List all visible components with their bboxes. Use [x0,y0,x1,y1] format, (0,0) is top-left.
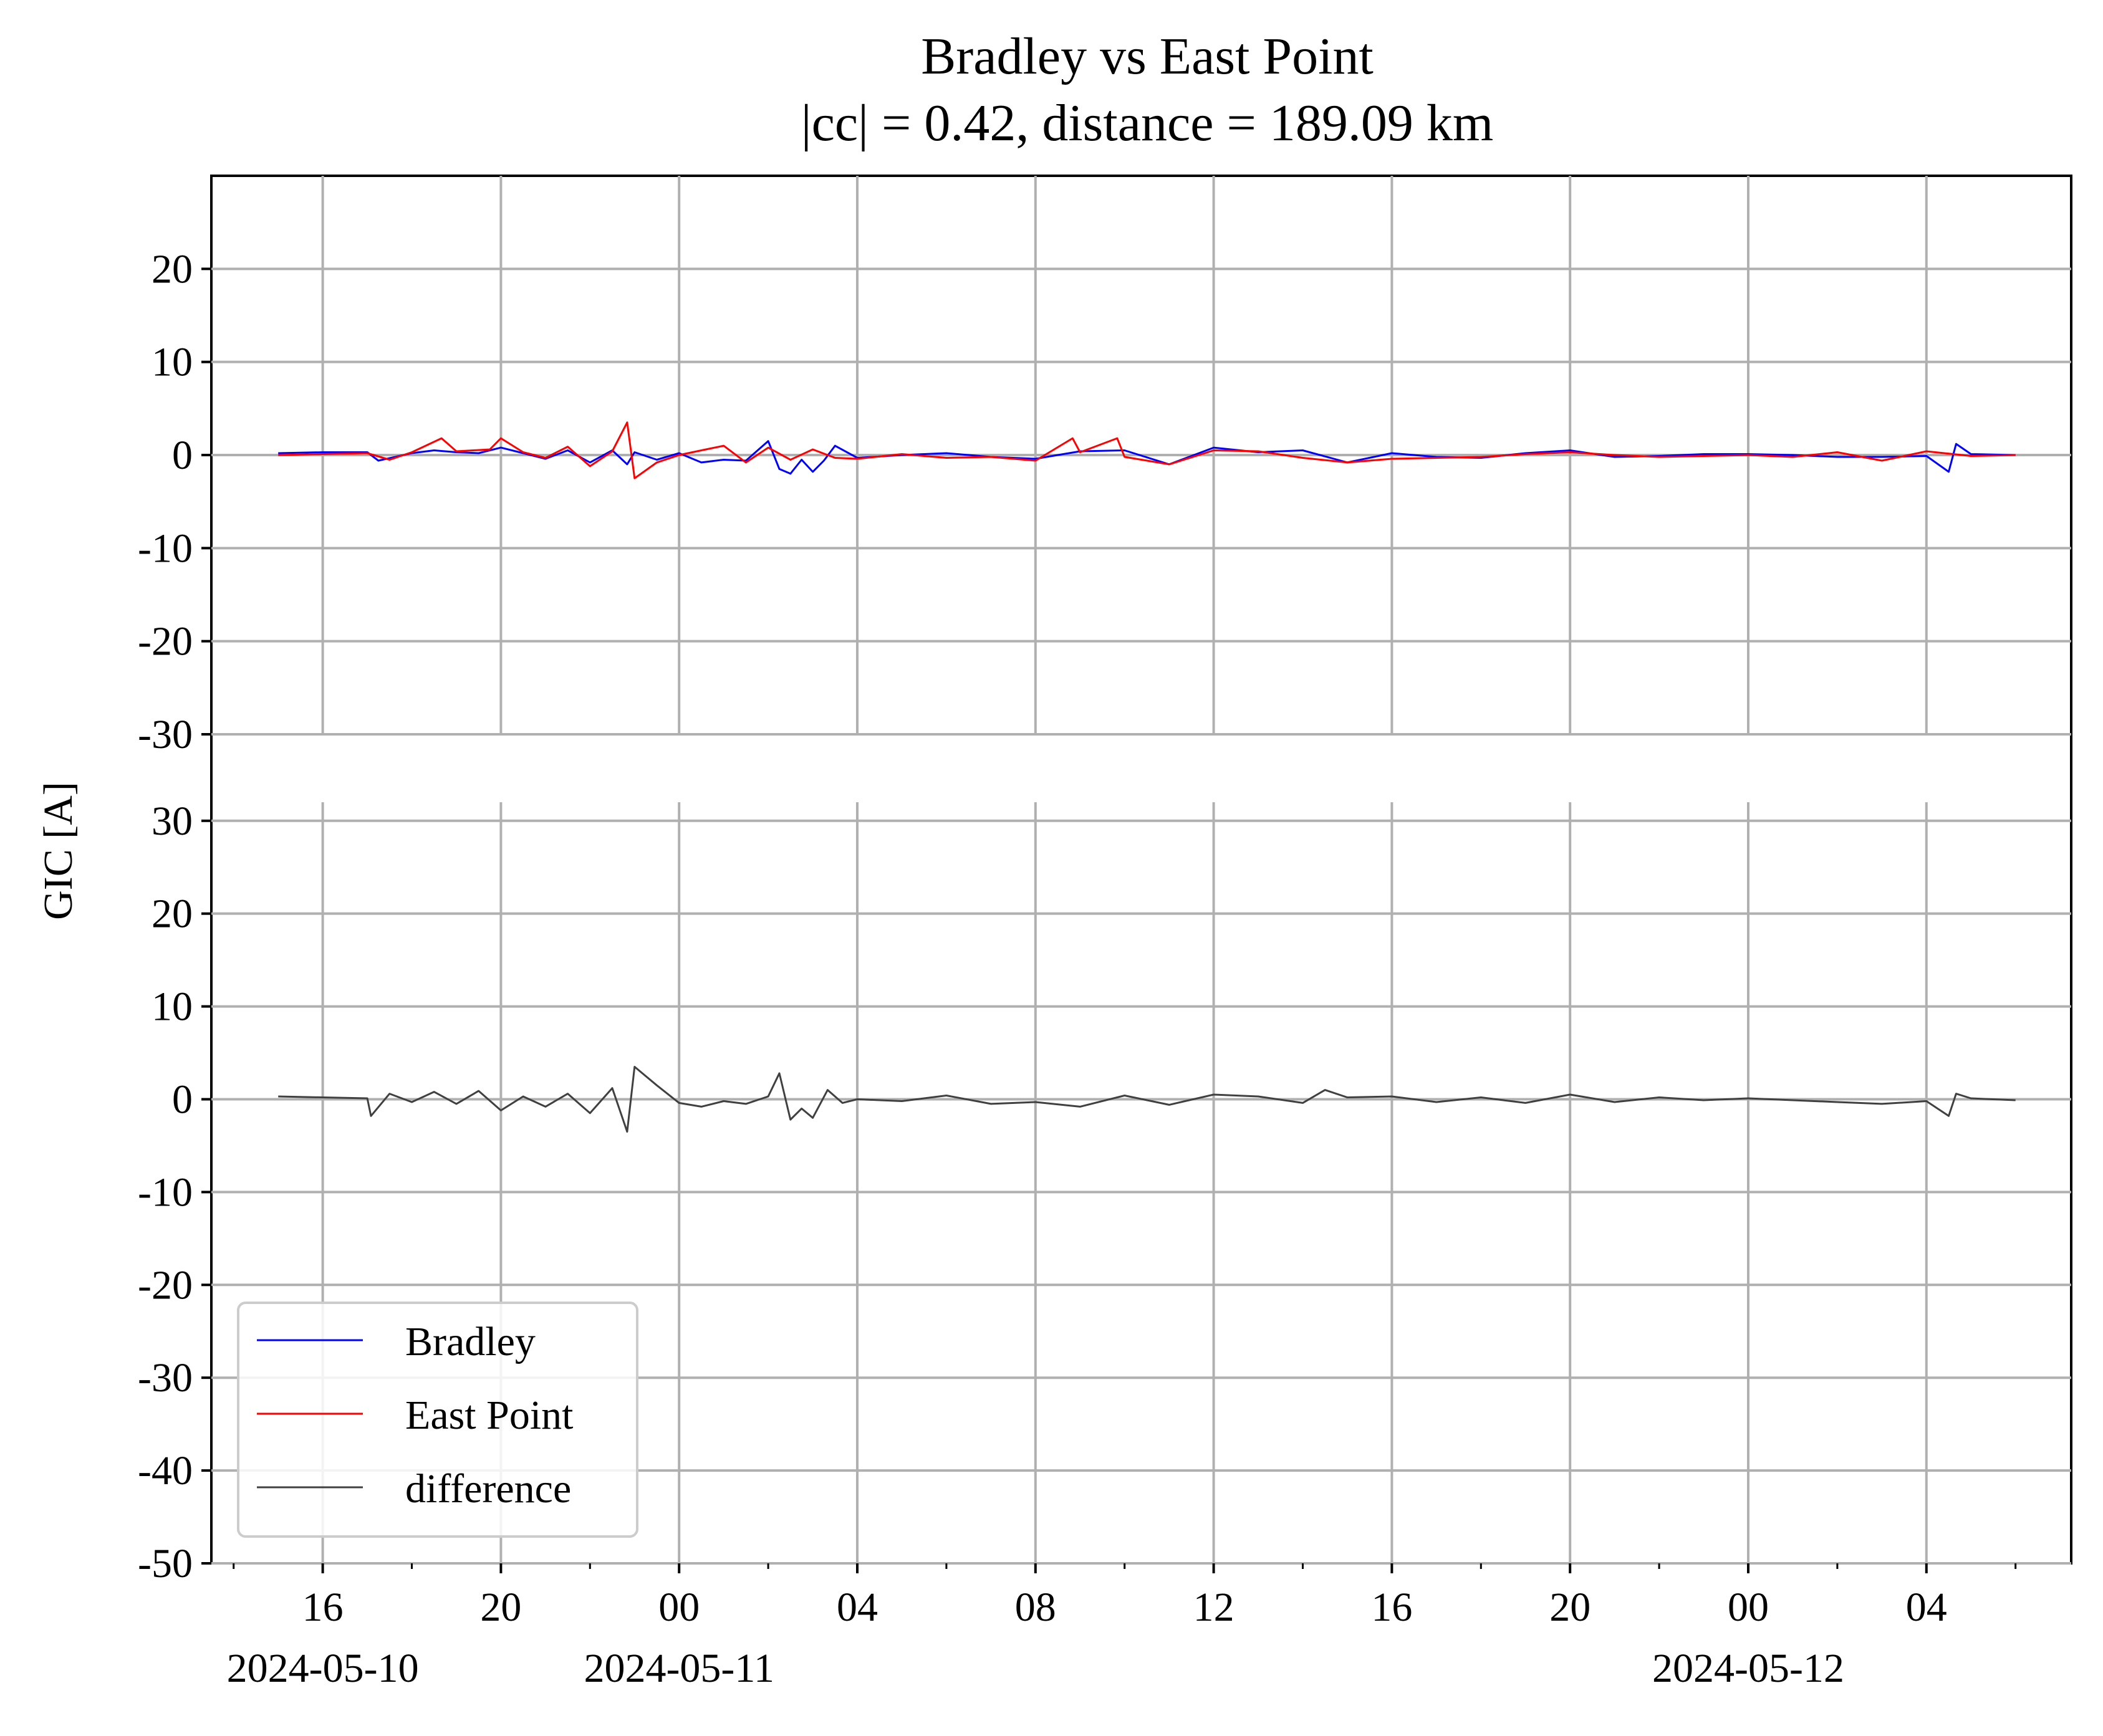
y-tick-label-bottom-8: 30 [152,798,193,844]
x-date-label-0: 2024-05-10 [227,1646,419,1691]
y-tick-label-top-4: 10 [152,340,193,385]
y-tick-label-bottom-2: -30 [138,1355,193,1401]
legend-label-1: East Point [405,1393,574,1438]
y-tick-label-bottom-1: -40 [138,1448,193,1494]
x-date-label-2: 2024-05-12 [1652,1646,1844,1691]
x-tick-label-9: 04 [1906,1585,1947,1630]
plot-layer: -30 -20 -10 0 10 20 -50 -40 -30 -20 -10 0 10 20 30 16 20… [138,175,2072,1691]
series-line-difference [278,1065,2016,1133]
y-tick-label-top-5: 20 [152,246,193,292]
legend-label-2: difference [405,1466,571,1512]
chart-title-line2: |cc| = 0.42, distance = 189.09 km [801,94,1494,152]
y-tick-label-top-2: -10 [138,525,193,571]
legend: Bradley East Point difference [237,1302,638,1538]
x-tick-label-1: 20 [480,1585,521,1630]
x-date-label-1: 2024-05-11 [584,1646,774,1691]
x-tick-label-8: 00 [1728,1585,1769,1630]
x-tick-label-6: 16 [1371,1585,1412,1630]
legend-box [237,1302,638,1538]
y-tick-label-bottom-0: -50 [138,1541,193,1586]
series-line-bradley [278,440,2016,475]
y-tick-label-bottom-4: -10 [138,1169,193,1215]
y-tick-label-top-0: -30 [138,712,193,757]
y-tick-label-bottom-3: -20 [138,1262,193,1308]
x-tick-label-5: 12 [1193,1585,1234,1630]
legend-label-0: Bradley [405,1319,536,1364]
chart-title-line1: Bradley vs East Point [921,27,1374,85]
y-tick-label-top-1: -20 [138,619,193,664]
y-axis-label: GIC [A] [36,782,81,920]
x-tick-label-4: 08 [1015,1585,1056,1630]
y-tick-label-bottom-5: 0 [172,1077,193,1122]
y-tick-label-bottom-6: 10 [152,984,193,1030]
y-tick-label-bottom-7: 20 [152,891,193,937]
x-tick-label-0: 16 [302,1585,344,1630]
x-tick-label-3: 04 [837,1585,878,1630]
panel-bottom: -50 -40 -30 -20 -10 0 10 20 30 [138,798,2071,1586]
y-tick-label-top-3: 0 [172,433,193,478]
x-tick-label-7: 20 [1549,1585,1590,1630]
series-line-east-point [278,421,2016,479]
x-tick-label-2: 00 [658,1585,700,1630]
panel-top: -30 -20 -10 0 10 20 [138,176,2071,757]
